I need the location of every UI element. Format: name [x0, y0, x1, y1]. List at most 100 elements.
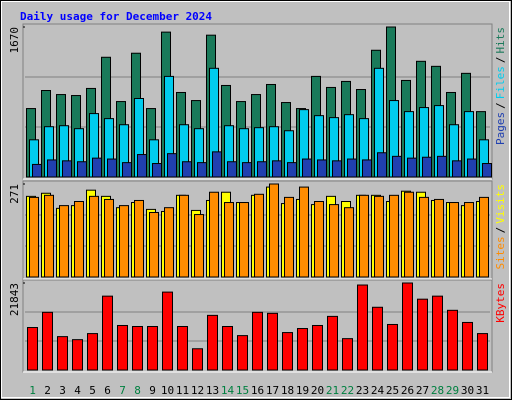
x-tick-label: 31 — [476, 384, 489, 397]
legend-entry: Sites — [494, 236, 507, 269]
bar — [72, 339, 83, 371]
bar — [27, 327, 38, 371]
bar — [287, 162, 297, 178]
bar — [212, 151, 222, 178]
bar — [342, 338, 353, 371]
bar — [47, 159, 57, 178]
bar — [207, 314, 218, 371]
y-tick-label: 271 — [8, 184, 21, 204]
bar — [389, 194, 399, 278]
x-tick-label: 22 — [341, 384, 354, 397]
x-tick-label: 24 — [371, 384, 385, 397]
bar — [419, 196, 429, 278]
legend-separator: / — [494, 57, 507, 64]
bar — [194, 214, 204, 278]
bar — [267, 312, 278, 371]
bar — [164, 207, 174, 278]
bar — [147, 325, 158, 371]
bar — [347, 158, 357, 178]
bar — [422, 156, 432, 178]
bar — [387, 323, 398, 371]
x-tick-label: 21 — [326, 384, 339, 397]
bar — [227, 161, 237, 178]
bar — [417, 298, 428, 371]
bar — [59, 205, 69, 278]
bar — [272, 160, 282, 178]
bar — [284, 196, 294, 278]
x-tick-label: 9 — [149, 384, 156, 397]
bar — [254, 193, 264, 278]
bar — [449, 202, 459, 278]
x-tick-label: 30 — [461, 384, 474, 397]
bar — [377, 152, 387, 178]
legend-entry: Pages — [494, 112, 507, 145]
bar — [74, 201, 84, 278]
bar — [482, 163, 492, 178]
x-tick-label: 20 — [311, 384, 324, 397]
bar — [312, 324, 323, 371]
x-tick-label: 12 — [191, 384, 204, 397]
x-tick-label: 1 — [29, 384, 36, 397]
x-tick-label: 16 — [251, 384, 264, 397]
x-tick-label: 19 — [296, 384, 309, 397]
x-tick-label: 28 — [431, 384, 444, 397]
x-tick-label: 11 — [176, 384, 189, 397]
legend: Pages / Files / Hits — [494, 27, 507, 145]
bar — [242, 162, 252, 178]
x-tick-label: 25 — [386, 384, 399, 397]
bar — [107, 158, 117, 178]
bar — [332, 160, 342, 178]
y-tick-label: 21843 — [8, 283, 21, 316]
bar — [102, 295, 113, 371]
legend: Sites / Visits — [494, 184, 507, 270]
bar — [479, 196, 489, 278]
x-tick-label: 2 — [44, 384, 51, 397]
bar — [209, 191, 219, 278]
legend-entry: Hits — [494, 27, 507, 54]
x-tick-label: 26 — [401, 384, 414, 397]
bar — [464, 202, 474, 278]
bar — [179, 194, 189, 278]
x-tick-label: 17 — [266, 384, 279, 397]
bar — [224, 202, 234, 278]
bar — [374, 195, 384, 278]
bar — [32, 163, 42, 178]
bar — [302, 158, 312, 178]
bar — [122, 162, 132, 178]
x-tick-label: 18 — [281, 384, 294, 397]
legend-entry: Files — [494, 66, 507, 99]
x-tick-label: 6 — [104, 384, 111, 397]
bar — [104, 198, 114, 278]
x-tick-label: 27 — [416, 384, 429, 397]
bar — [452, 160, 462, 178]
bar — [239, 202, 249, 278]
x-tick-label: 15 — [236, 384, 249, 397]
bar — [404, 191, 414, 278]
legend-entry: KBytes — [494, 283, 507, 323]
bar — [134, 199, 144, 278]
bar — [89, 195, 99, 278]
bar — [359, 194, 369, 278]
bar — [269, 183, 279, 278]
bar — [392, 155, 402, 178]
bar — [434, 198, 444, 278]
bar — [282, 332, 293, 371]
bar — [192, 348, 203, 371]
x-tick-label: 14 — [221, 384, 235, 397]
bar — [407, 157, 417, 178]
x-tick-label: 4 — [74, 384, 81, 397]
bar — [44, 194, 54, 278]
bar — [119, 205, 129, 278]
bar — [297, 328, 308, 371]
bar — [362, 159, 372, 178]
bar — [329, 204, 339, 278]
legend-separator: / — [494, 102, 507, 109]
bar — [344, 207, 354, 278]
bar — [149, 211, 159, 278]
legend-entry: Visits — [494, 184, 507, 224]
x-tick-label: 29 — [446, 384, 459, 397]
bar — [62, 160, 72, 178]
bar — [477, 333, 488, 371]
legend-separator: / — [494, 227, 507, 234]
bar — [77, 161, 87, 178]
